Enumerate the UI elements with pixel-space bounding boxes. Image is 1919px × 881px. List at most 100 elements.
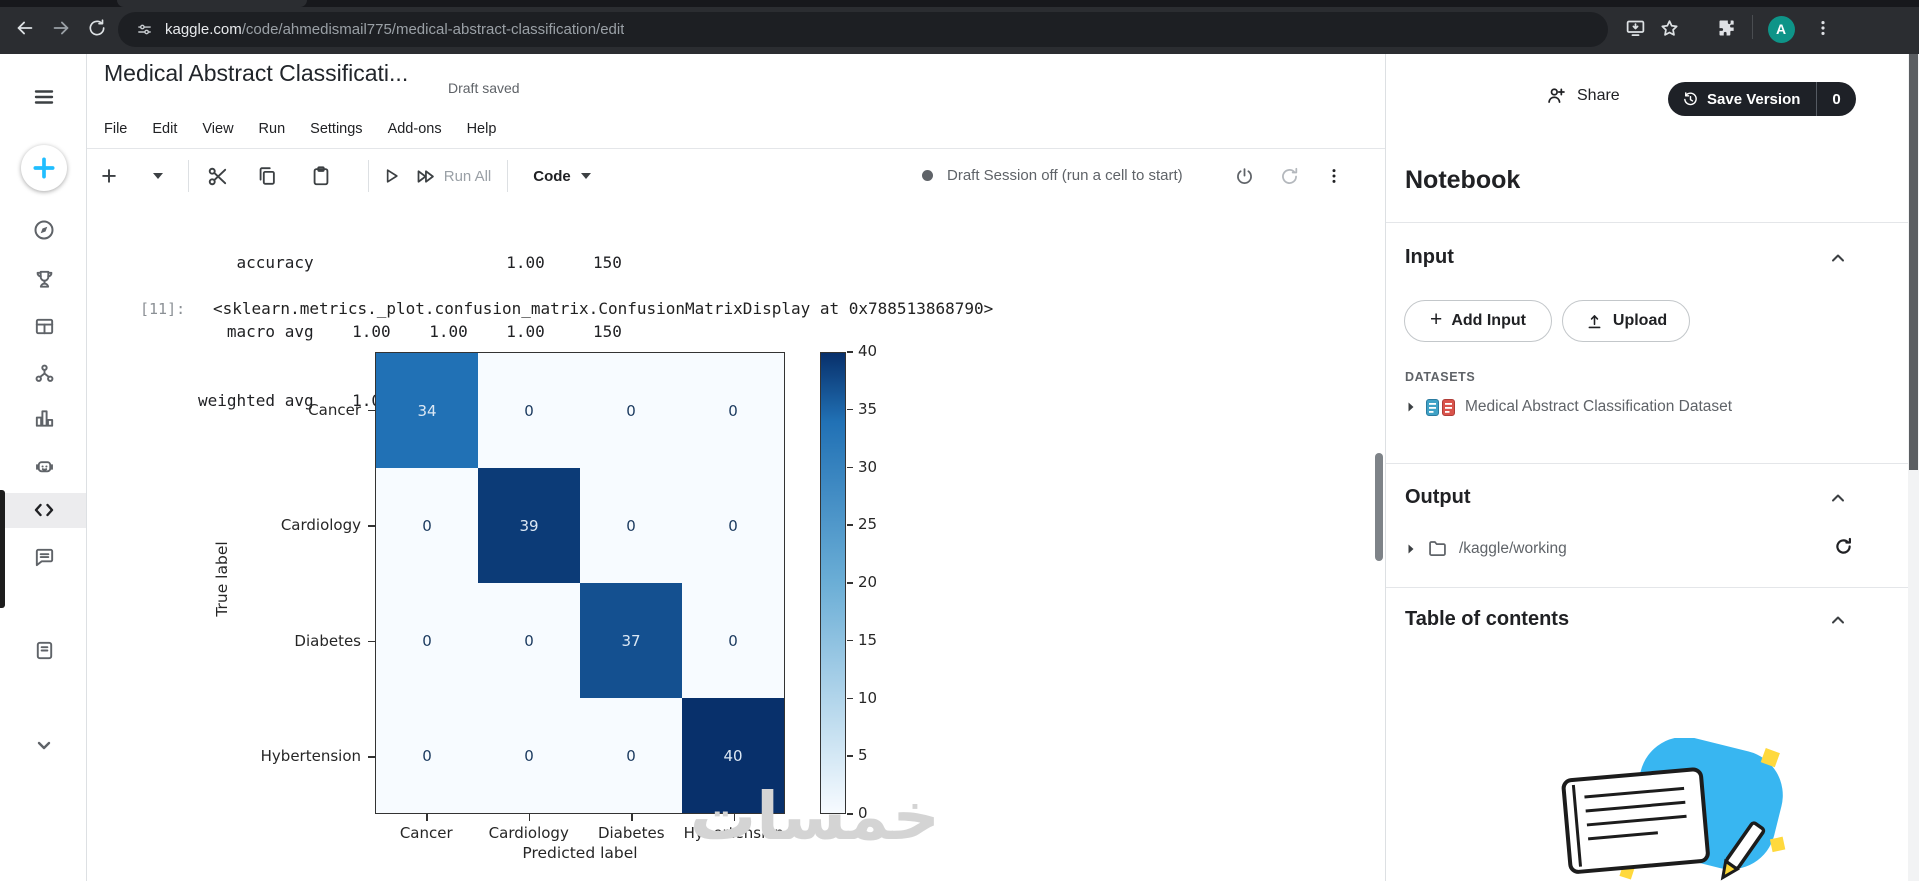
output-prompt: [11]: <box>140 300 186 318</box>
dataset-row[interactable]: Medical Abstract Classification Dataset <box>1406 398 1732 416</box>
save-version-button[interactable]: Save Version <box>1668 82 1816 116</box>
explore-compass-icon[interactable] <box>22 212 66 248</box>
cm-cell-Hybertension-Cardiology: 0 <box>478 698 580 813</box>
col-label: Cardiology <box>478 814 581 842</box>
colorbar-tick-label: 30 <box>858 457 878 476</box>
active-tab-bottom <box>117 0 307 7</box>
create-plus-icon[interactable] <box>21 145 67 191</box>
output-collapse-chevron-icon[interactable] <box>1828 488 1848 508</box>
cm-cell-Diabetes-Cancer: 0 <box>376 583 478 698</box>
toc-collapse-chevron-icon[interactable] <box>1828 610 1848 630</box>
cm-cell-Hybertension-Diabetes: 0 <box>580 698 682 813</box>
menu-bar: File Edit View Run Settings Add-ons Help <box>104 121 496 137</box>
cm-cell-Cancer-Cardiology: 0 <box>478 353 580 468</box>
forward-button[interactable] <box>44 11 78 45</box>
output-folder-row[interactable]: /kaggle/working <box>1406 538 1567 559</box>
col-label: Hybertension <box>683 814 786 842</box>
toolbar-divider <box>507 160 508 192</box>
discussions-comment-icon[interactable] <box>22 539 66 575</box>
content-scrollbar-thumb[interactable] <box>1375 453 1383 561</box>
profile-avatar[interactable]: A <box>1764 12 1798 46</box>
copy-icon[interactable] <box>250 156 284 196</box>
left-sidebar <box>0 54 86 881</box>
panel-divider <box>1386 463 1908 464</box>
power-icon[interactable] <box>1227 156 1261 196</box>
refresh-button[interactable] <box>80 11 114 45</box>
cm-cell-Cancer-Hybertension: 0 <box>682 353 784 468</box>
input-collapse-chevron-icon[interactable] <box>1828 248 1848 268</box>
browser-menu-kebab-icon[interactable] <box>1806 11 1840 45</box>
cm-cell-Cancer-Diabetes: 0 <box>580 353 682 468</box>
menu-divider <box>87 148 1385 149</box>
benchmarks-chart-icon[interactable] <box>22 400 66 436</box>
agents-robot-icon[interactable] <box>22 448 66 484</box>
menu-edit[interactable]: Edit <box>152 121 178 137</box>
menu-help[interactable]: Help <box>466 121 497 137</box>
notebook-illustration <box>1535 736 1795 881</box>
restart-session-icon[interactable] <box>1272 156 1306 196</box>
col-label: Diabetes <box>580 814 683 842</box>
run-cell-play-icon[interactable] <box>374 156 408 196</box>
output-path[interactable]: /kaggle/working <box>1459 539 1567 557</box>
site-settings-icon[interactable] <box>136 21 153 38</box>
sidebar-active-indicator <box>0 490 5 608</box>
competitions-trophy-icon[interactable] <box>22 261 66 297</box>
datasets-grid-icon[interactable] <box>22 308 66 344</box>
cut-scissors-icon[interactable] <box>200 156 234 196</box>
learn-book-icon[interactable] <box>22 632 66 668</box>
page-scrollbar-thumb[interactable] <box>1909 54 1918 470</box>
output-repr: <sklearn.metrics._plot.confusion_matrix.… <box>213 299 994 318</box>
cell-type-dropdown[interactable]: Code <box>522 156 602 196</box>
panel-border <box>1385 54 1386 881</box>
bookmark-star-icon[interactable] <box>1652 11 1686 45</box>
toolbar-divider <box>368 160 369 192</box>
cm-cell-Cardiology-Hybertension: 0 <box>682 468 784 583</box>
confusion-matrix-grid: 34 0 0 0 0 39 0 0 0 0 37 0 0 0 0 40 <box>375 352 785 814</box>
colorbar-tick-label: 20 <box>858 573 878 591</box>
run-all-button[interactable]: Run All <box>408 156 498 196</box>
fast-forward-icon <box>417 169 434 183</box>
row-label: Cancer <box>200 352 375 468</box>
dataset-icon <box>1426 398 1455 416</box>
menu-run[interactable]: Run <box>258 121 286 137</box>
version-count-button[interactable]: 0 <box>1817 82 1855 116</box>
expand-caret-icon[interactable] <box>1406 401 1416 413</box>
hamburger-menu-icon[interactable] <box>22 79 66 115</box>
install-app-icon[interactable] <box>1618 11 1652 45</box>
tab-strip <box>0 0 1919 7</box>
more-chevron-down-icon[interactable] <box>22 727 66 763</box>
menu-view[interactable]: View <box>202 121 234 137</box>
add-cell-button[interactable]: + <box>92 156 126 196</box>
menu-file[interactable]: File <box>104 121 128 137</box>
paste-clipboard-icon[interactable] <box>304 156 338 196</box>
row-labels: Cancer Cardiology Diabetes Hybertension <box>200 352 375 814</box>
code-editor-icon[interactable] <box>22 492 66 528</box>
toolbar-kebab-icon[interactable] <box>1317 156 1351 196</box>
share-button[interactable]: Share <box>1546 85 1620 106</box>
draft-status: Draft saved <box>448 80 520 96</box>
browser-divider <box>1752 15 1753 39</box>
models-network-icon[interactable] <box>22 355 66 391</box>
colorbar-tick-label: 25 <box>858 515 878 534</box>
add-cell-dropdown[interactable] <box>146 156 170 196</box>
row-label: Cardiology <box>200 468 375 584</box>
datasets-label: DATASETS <box>1405 370 1476 384</box>
refresh-output-icon[interactable] <box>1833 536 1854 557</box>
menu-add-ons[interactable]: Add-ons <box>387 121 442 137</box>
extensions-puzzle-icon[interactable] <box>1710 11 1744 45</box>
back-button[interactable] <box>8 11 42 45</box>
cm-cell-Hybertension-Hybertension: 40 <box>682 698 784 813</box>
sidebar-selected-highlight <box>0 493 86 528</box>
upload-button[interactable]: Upload <box>1562 300 1690 342</box>
url-address-bar[interactable]: kaggle.com/code/ahmedismail775/medical-a… <box>118 12 1608 47</box>
expand-caret-icon[interactable] <box>1406 543 1416 555</box>
dataset-name[interactable]: Medical Abstract Classification Dataset <box>1465 398 1733 415</box>
add-input-button[interactable]: + Add Input <box>1404 300 1552 342</box>
x-axis-label: Predicted label <box>522 844 638 862</box>
cm-cell-Hybertension-Cancer: 0 <box>376 698 478 813</box>
menu-settings[interactable]: Settings <box>310 121 363 137</box>
toc-section-title: Table of contents <box>1405 608 1570 630</box>
sidebar-border <box>86 54 87 881</box>
notebook-title[interactable]: Medical Abstract Classificati... <box>104 60 409 86</box>
